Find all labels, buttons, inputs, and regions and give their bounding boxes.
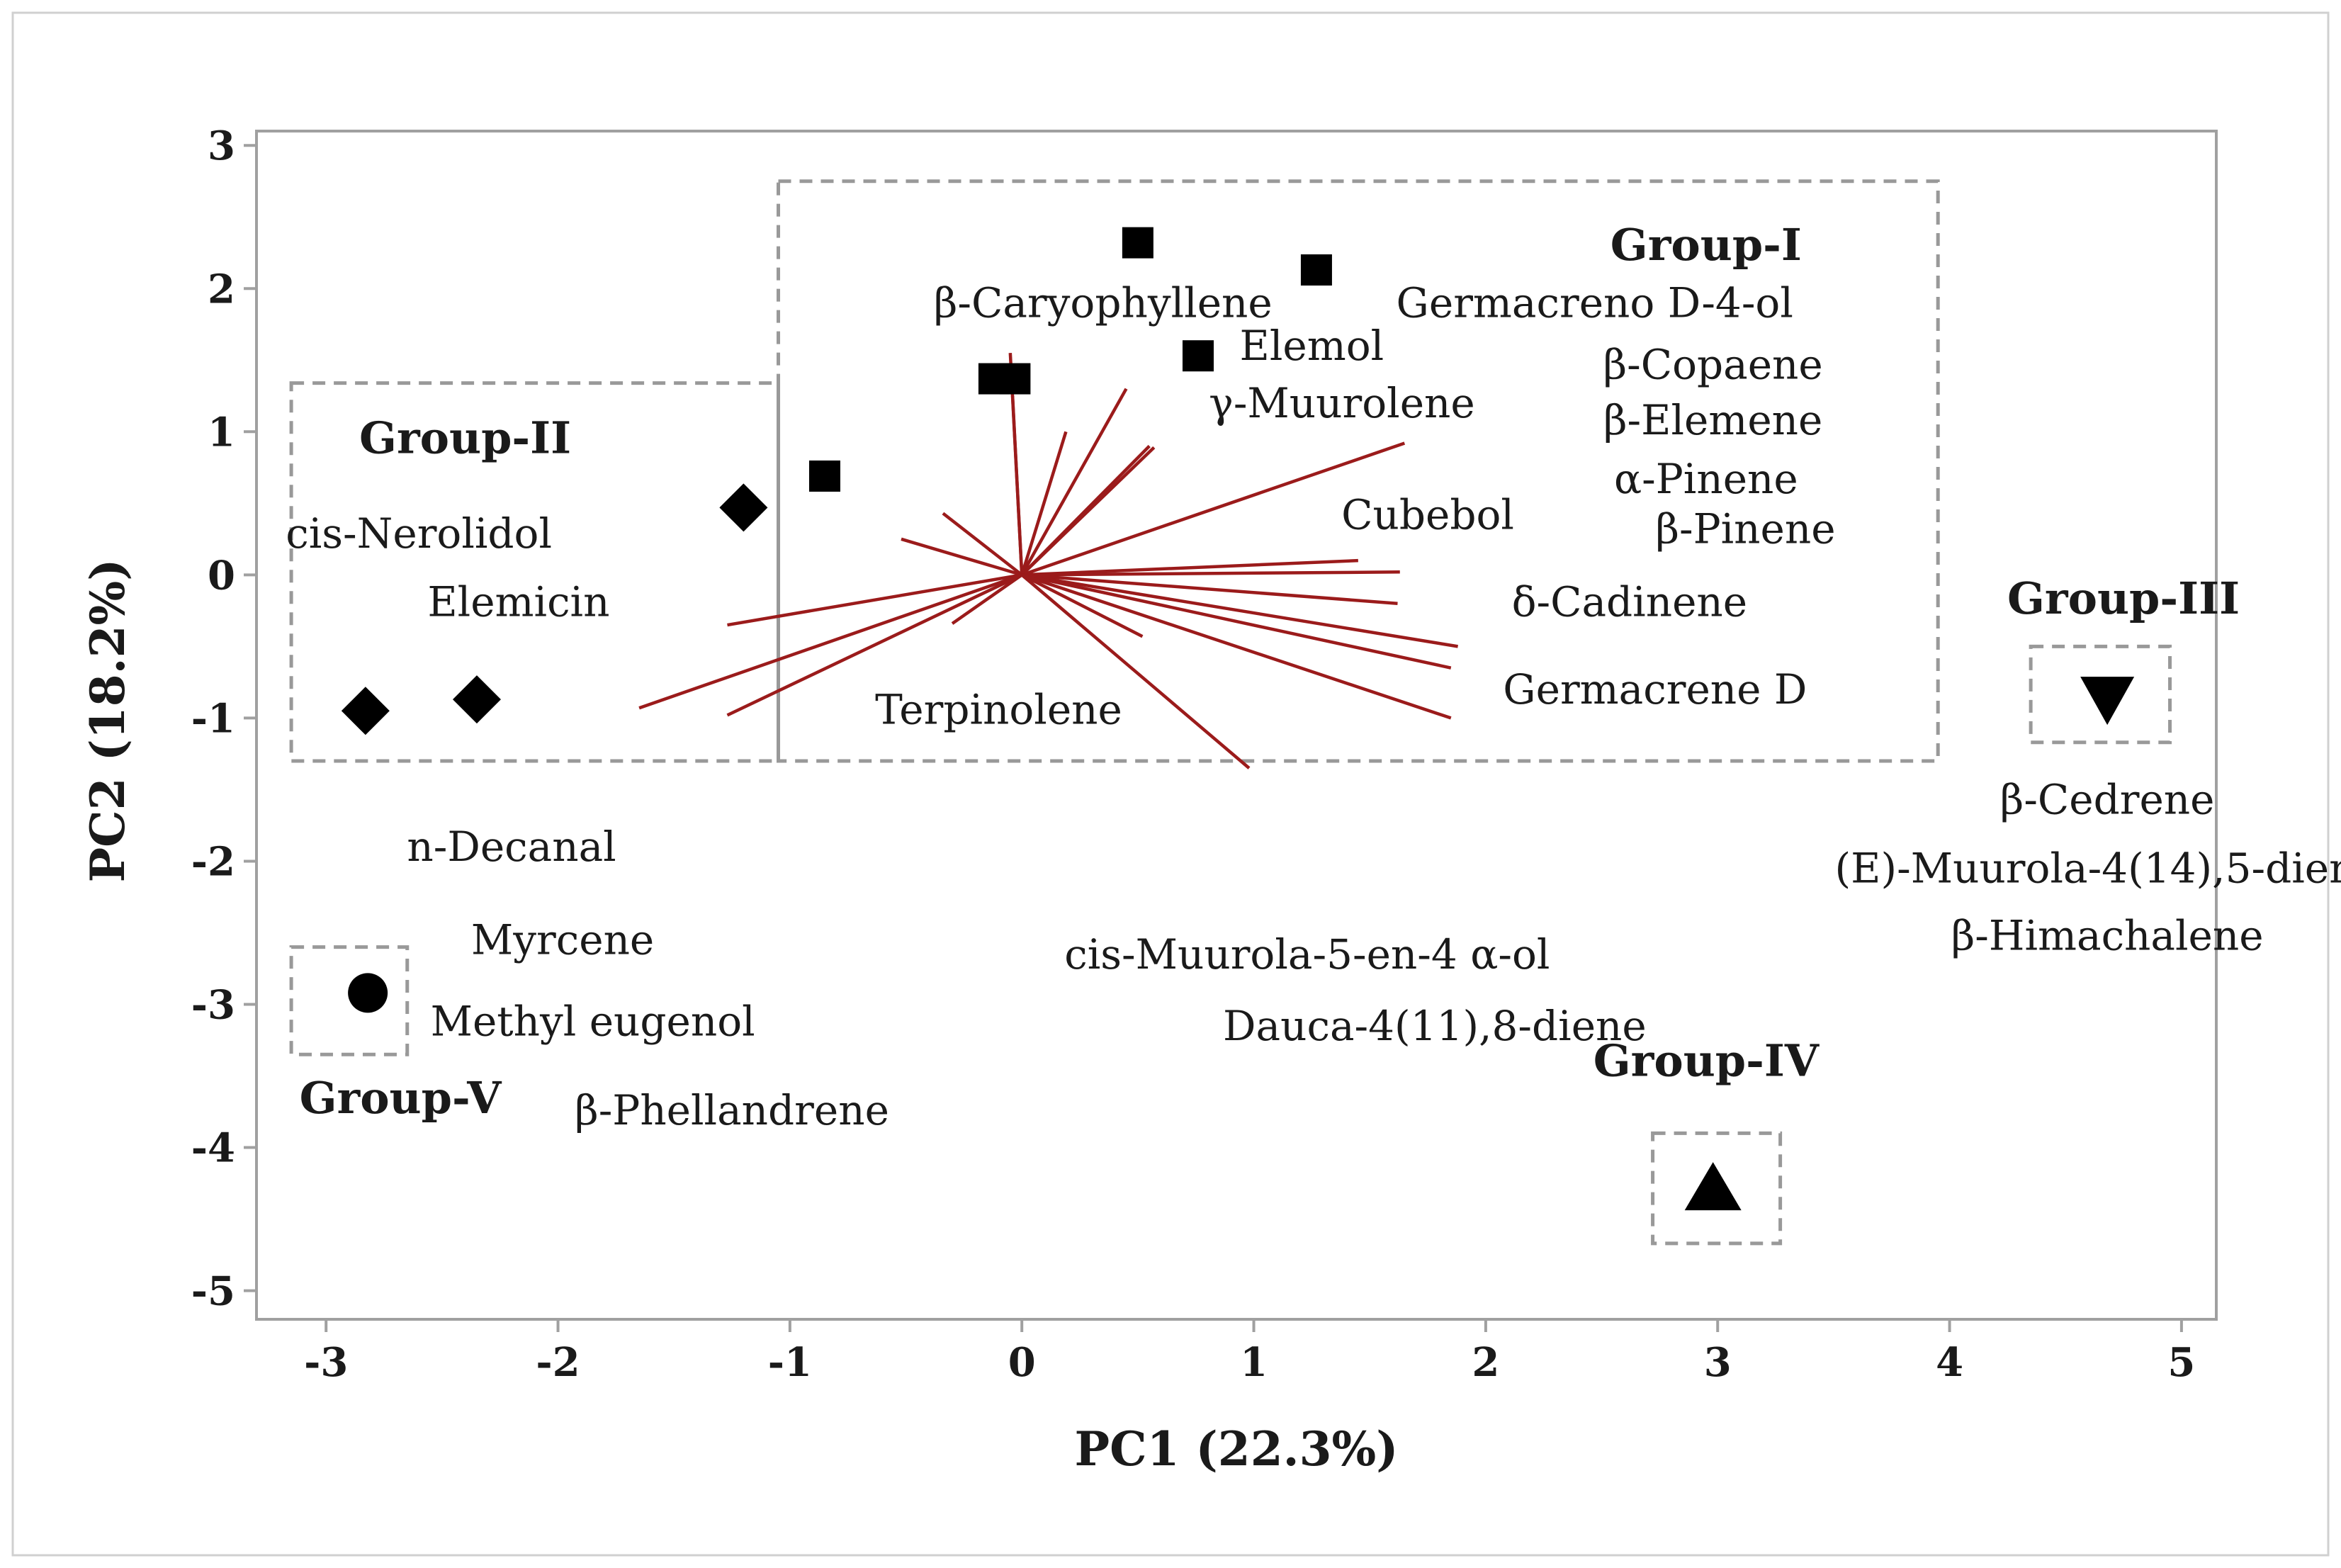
- loading-vector: [1020, 388, 1128, 576]
- loading-vectors: [638, 353, 1458, 769]
- diamond-marker: [719, 483, 768, 532]
- group-box: [289, 945, 410, 1056]
- y-tick-label: -1: [191, 695, 235, 742]
- group-box: [2029, 644, 2172, 745]
- loading-vector: [1010, 395, 1024, 575]
- group-label: Group-IV: [1593, 1035, 1820, 1087]
- y-axis: 3 2 1 0 -1 -2 -3 -4 -5: [191, 123, 256, 1315]
- loading-vector: [1022, 570, 1400, 577]
- loading-vector: [638, 573, 1022, 710]
- variable-label: (E)-Muurola-4(14),5-diene: [1835, 845, 2341, 893]
- y-tick-label: 2: [208, 266, 235, 312]
- square-marker: [1122, 227, 1153, 259]
- variable-label: cis-Nerolidol: [286, 509, 552, 558]
- variable-label: β-Pinene: [1655, 505, 1835, 553]
- loading-vector: [1020, 446, 1156, 576]
- plot-area: [255, 130, 2218, 1321]
- loading-vector: [1021, 573, 1452, 720]
- group-label: Group-II: [359, 412, 571, 464]
- variable-label: Methyl eugenol: [431, 998, 755, 1046]
- x-tick-label: 4: [1936, 1339, 1963, 1386]
- variable-label: Elemol: [1240, 322, 1384, 370]
- y-axis-title: PC2 (18.2%): [80, 559, 135, 883]
- variable-label: β-Copaene: [1603, 340, 1823, 388]
- circle-marker: [348, 973, 388, 1013]
- triangle-up-marker: [1684, 1162, 1742, 1211]
- loading-vector: [951, 573, 1023, 625]
- y-tick-label: -2: [191, 838, 235, 885]
- group-labels: Group-I Group-II Group-III Group-IV Group-V: [300, 219, 2240, 1124]
- variable-label: Terpinolene: [875, 685, 1122, 733]
- variable-label: Myrcene: [471, 916, 654, 964]
- group-label: Group-III: [2007, 573, 2240, 624]
- square-marker: [999, 363, 1031, 395]
- loading-vector: [1020, 573, 1251, 769]
- variable-label: β-Himachalene: [1951, 912, 2264, 960]
- x-tick-label: -1: [768, 1339, 812, 1386]
- variable-label: Dauca-4(11),8-diene: [1223, 1002, 1647, 1050]
- variable-label: Germacrene D: [1503, 665, 1807, 714]
- group-box: [289, 381, 781, 763]
- triangle-down-marker: [2080, 677, 2135, 726]
- x-axis-title: PC1 (22.3%): [1075, 1421, 1399, 1477]
- loading-vector: [1021, 441, 1406, 577]
- y-tick-label: -3: [191, 981, 235, 1028]
- square-marker: [808, 460, 840, 492]
- x-tick-label: -3: [304, 1339, 348, 1386]
- x-tick-label: 3: [1704, 1339, 1732, 1386]
- x-axis: -3 -2 -1 0 1 2 3 4 5: [304, 1319, 2195, 1386]
- diamond-marker: [452, 675, 501, 724]
- variable-label: n-Decanal: [407, 823, 616, 871]
- group-label: Group-I: [1611, 219, 1802, 271]
- variable-label: Germacreno D-4-ol: [1397, 278, 1793, 327]
- group-label: Group-V: [300, 1072, 502, 1124]
- variable-label: α-Pinene: [1614, 455, 1798, 503]
- variable-label: β-Phellandrene: [575, 1086, 889, 1134]
- square-marker: [1300, 254, 1332, 286]
- outer-border: [11, 11, 2330, 1557]
- group-boxes: [289, 179, 2172, 1246]
- x-tick-label: 2: [1472, 1339, 1499, 1386]
- loading-vector: [727, 573, 1022, 627]
- x-tick-label: 0: [1008, 1339, 1036, 1386]
- loading-vector: [1022, 558, 1358, 577]
- y-tick-label: -5: [191, 1268, 235, 1315]
- loading-vector: [1021, 573, 1144, 638]
- variable-label: γ-Muurolene: [1209, 379, 1475, 427]
- square-marker: [1182, 340, 1214, 372]
- loading-vector: [942, 512, 1023, 577]
- variable-label: β-Elemene: [1603, 396, 1822, 444]
- group-box: [1651, 1131, 1783, 1246]
- variable-label: β-Caryophyllene: [934, 278, 1273, 327]
- variable-label: Cubebol: [1341, 490, 1514, 538]
- y-tick-label: 3: [208, 123, 235, 169]
- loading-vector: [1021, 573, 1452, 670]
- variable-label: Elemicin: [427, 578, 609, 626]
- y-tick-label: 1: [208, 409, 235, 456]
- loading-vector: [1021, 573, 1458, 648]
- score-points: [341, 227, 2135, 1211]
- plot-border: [255, 130, 2218, 1321]
- x-tick-label: 5: [2167, 1339, 2195, 1386]
- loading-vector: [726, 573, 1023, 717]
- x-tick-label: 1: [1240, 1339, 1268, 1386]
- x-tick-label: -2: [536, 1339, 580, 1386]
- y-tick-label: 0: [208, 552, 235, 599]
- loading-vector: [901, 537, 1022, 577]
- y-tick-label: -4: [191, 1125, 235, 1172]
- loading-vector: [1022, 573, 1398, 606]
- diamond-marker: [341, 687, 390, 735]
- variable-label: δ-Cadinene: [1512, 578, 1748, 626]
- loading-vector: [1020, 431, 1068, 576]
- variable-label: cis-Muurola-5-en-4 α-ol: [1064, 930, 1550, 978]
- variable-label: β-Cedrene: [2000, 776, 2215, 824]
